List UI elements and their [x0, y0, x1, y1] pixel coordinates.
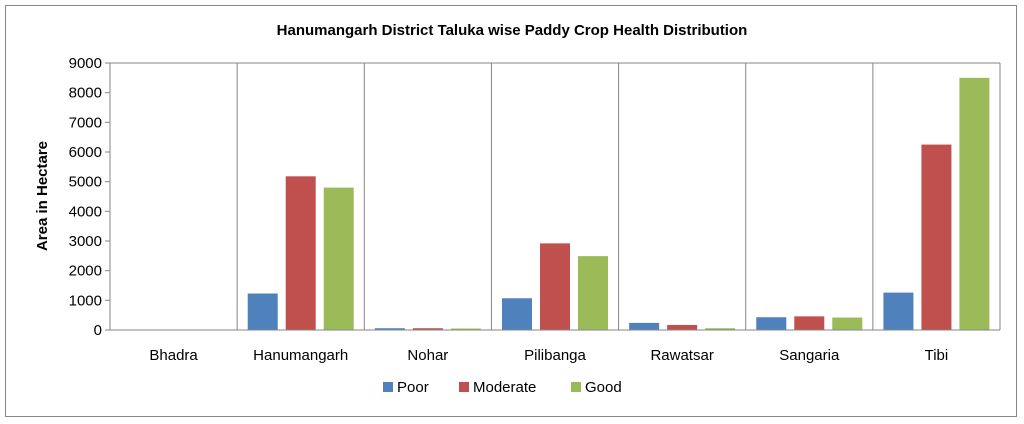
x-category-label: Bhadra: [149, 347, 198, 364]
bar-moderate-tibi: [921, 144, 952, 330]
x-category-label: Tibi: [925, 347, 949, 364]
x-category-label: Sangaria: [779, 347, 840, 364]
bar-good-nohar: [450, 328, 481, 330]
bar-poor-nohar: [374, 328, 405, 330]
y-tick-label: 6000: [69, 144, 102, 161]
y-tick-label: 0: [94, 322, 102, 339]
bar-good-sangaria: [832, 317, 863, 330]
category-dividers: [236, 63, 874, 330]
bar-poor-hanumangarh: [247, 293, 278, 330]
legend-label-good: Good: [585, 379, 622, 396]
chart-title: Hanumangarh District Taluka wise Paddy C…: [277, 22, 748, 39]
y-tick-label: 2000: [69, 263, 102, 280]
y-axis-label: Area in Hectare: [34, 141, 51, 251]
y-tick-label: 5000: [69, 174, 102, 191]
bar-good-pilibanga: [578, 256, 608, 330]
bar-moderate-rawatsar: [667, 324, 698, 330]
bar-moderate-sangaria: [794, 316, 825, 330]
legend-swatch-moderate: [459, 382, 469, 392]
bar-good-rawatsar: [705, 328, 736, 330]
y-tick-label: 4000: [69, 203, 102, 220]
chart-frame: [5, 5, 1017, 417]
bar-poor-sangaria: [756, 317, 787, 330]
bar-moderate-hanumangarh: [285, 176, 316, 330]
axes: 0 1000 2000 3000 4000 5000 6000 7000 8000 9000 Bha…: [69, 55, 1001, 364]
bar-moderate-pilibanga: [540, 243, 570, 330]
y-tick-label: 1000: [69, 292, 102, 309]
bar-good-hanumangarh: [323, 187, 354, 330]
bar-moderate-nohar: [412, 328, 443, 330]
y-tick-label: 7000: [69, 114, 102, 131]
x-category-label: Nohar: [407, 347, 448, 364]
x-category-label: Rawatsar: [650, 347, 713, 364]
legend-swatch-good: [571, 382, 581, 392]
x-category-label: Hanumangarh: [253, 347, 348, 364]
x-category-label: Pilibanga: [524, 347, 586, 364]
legend-swatch-poor: [383, 382, 393, 392]
bar-good-tibi: [959, 77, 990, 330]
legend-label-moderate: Moderate: [473, 379, 536, 396]
legend-label-poor: Poor: [397, 379, 429, 396]
bar-poor-rawatsar: [629, 322, 660, 330]
bar-poor-pilibanga: [502, 298, 532, 330]
bars: [247, 77, 990, 330]
y-tick-label: 3000: [69, 233, 102, 250]
bar-poor-tibi: [883, 292, 914, 330]
y-tick-label: 9000: [69, 55, 102, 72]
legend: Poor Moderate Good: [383, 379, 622, 396]
y-tick-label: 8000: [69, 85, 102, 102]
